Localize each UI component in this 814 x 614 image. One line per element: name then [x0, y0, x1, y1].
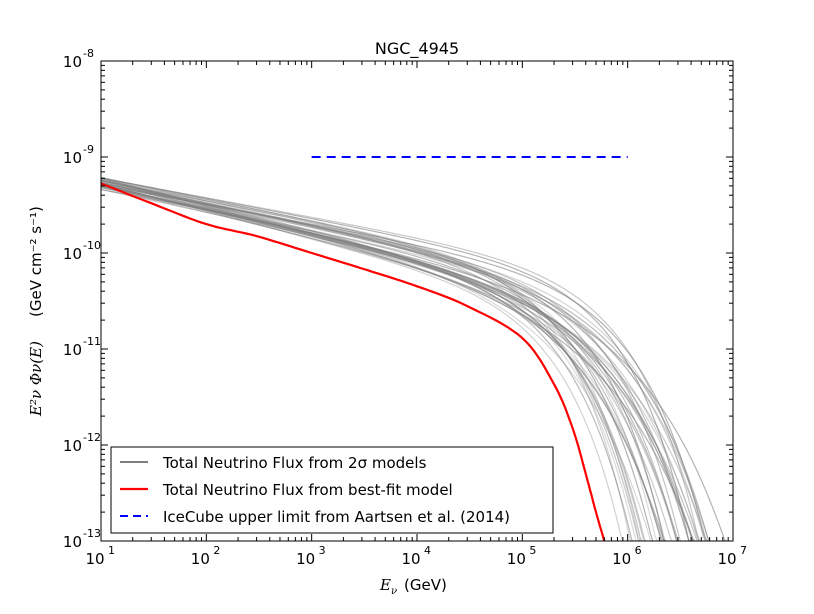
- y-tick-exponent: -10: [83, 239, 101, 252]
- y-tick-label: 10: [63, 437, 82, 455]
- x-axis: 10 1 10 2 10 3 10 4 10 5 10 6 10 7: [85, 61, 747, 568]
- y-tick-label: 10: [63, 245, 82, 263]
- x-tick-exponent: 3: [319, 544, 326, 557]
- legend-label-2sigma: Total Neutrino Flux from 2σ models: [162, 454, 427, 472]
- model-curve: [100, 177, 698, 542]
- model-curve: [100, 177, 691, 542]
- x-tick-exponent: 7: [740, 544, 747, 557]
- y-axis-symbol: E²ν Φν(E): [27, 341, 45, 417]
- model-curve: [100, 185, 694, 542]
- model-curve: [100, 185, 707, 542]
- x-tick-label: 10: [401, 550, 420, 568]
- y-tick-exponent: -11: [83, 335, 101, 348]
- x-tick-label: 10: [717, 550, 736, 568]
- y-axis-unit: (GeV cm⁻² s⁻¹): [27, 206, 45, 317]
- y-tick-exponent: -9: [83, 143, 94, 156]
- x-axis-unit: (GeV): [404, 576, 447, 594]
- x-axis-symbol-sub: ν: [391, 586, 397, 597]
- model-curve: [100, 179, 709, 542]
- y-tick-label: 10: [63, 53, 82, 71]
- best-fit-line: [100, 182, 606, 542]
- model-curve: [100, 179, 666, 542]
- x-tick-exponent: 4: [424, 544, 431, 557]
- model-curve: [100, 177, 696, 542]
- x-tick-label: 10: [296, 550, 315, 568]
- legend: Total Neutrino Flux from 2σ models Total…: [110, 446, 554, 534]
- x-tick-exponent: 6: [635, 544, 642, 557]
- legend-box: [110, 446, 554, 534]
- model-curve: [100, 181, 709, 542]
- y-axis-label: E²ν Φν(E) (GeV cm⁻² s⁻¹): [27, 206, 45, 417]
- model-curve: [100, 180, 633, 542]
- model-curve: [100, 179, 662, 542]
- x-axis-symbol: E: [379, 576, 391, 594]
- x-axis-label: E ν (GeV): [379, 576, 447, 597]
- x-tick-label: 10: [85, 550, 104, 568]
- model-curve: [100, 184, 707, 542]
- model-curves-2sigma: [100, 176, 727, 542]
- x-tick-label: 10: [191, 550, 210, 568]
- x-tick-exponent: 5: [529, 544, 536, 557]
- y-tick-exponent: -8: [83, 47, 94, 60]
- y-tick-exponent: -13: [83, 527, 101, 540]
- y-tick-exponent: -12: [83, 431, 101, 444]
- x-tick-exponent: 2: [213, 544, 220, 557]
- legend-label-best-fit: Total Neutrino Flux from best-fit model: [162, 481, 453, 499]
- chart-title: NGC_4945: [375, 39, 459, 59]
- x-tick-exponent: 1: [108, 544, 115, 557]
- model-curve: [100, 177, 700, 542]
- y-tick-label: 10: [63, 149, 82, 167]
- model-curve: [100, 188, 647, 542]
- y-tick-label: 10: [63, 533, 82, 551]
- x-tick-label: 10: [612, 550, 631, 568]
- y-tick-label: 10: [63, 341, 82, 359]
- model-curve: [100, 182, 679, 542]
- legend-label-icecube: IceCube upper limit from Aartsen et al. …: [163, 508, 510, 526]
- model-curve: [100, 187, 727, 542]
- model-curve: [100, 182, 658, 542]
- x-tick-label: 10: [507, 550, 526, 568]
